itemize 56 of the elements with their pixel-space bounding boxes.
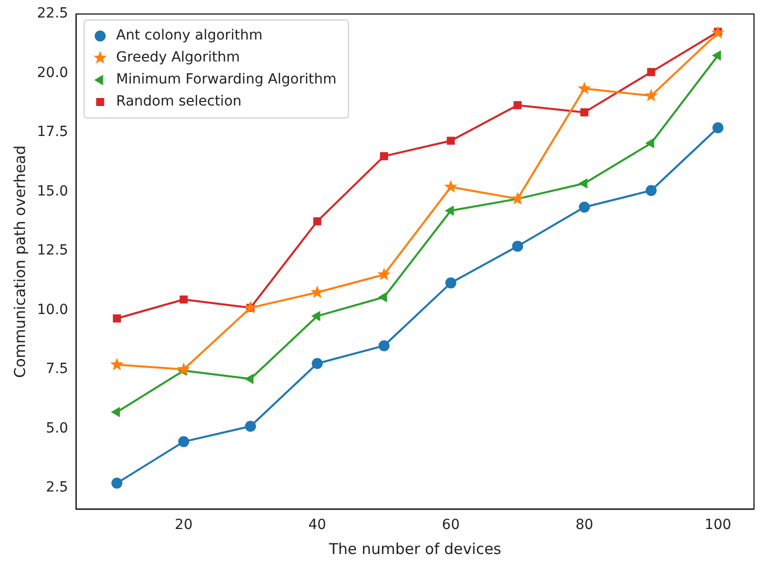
point [377,268,391,280]
legend-label: Random selection [116,94,242,110]
point [177,362,190,376]
y-tick-label: 15.0 [37,183,68,200]
point [446,136,455,145]
point [313,217,322,226]
point [712,50,721,60]
point [112,314,121,322]
point [178,436,190,448]
point [111,407,120,417]
point [644,88,658,102]
x-tick-label: 20 [174,517,193,534]
point [244,300,258,314]
point [444,180,458,193]
point [712,122,724,134]
point [312,358,323,369]
point [578,178,588,188]
point [310,285,324,298]
legend-label: Minimum Forwarding Algorithm [116,72,336,88]
point [244,420,256,432]
point [111,478,122,489]
x-tick-label: 60 [442,517,460,534]
point [578,82,592,94]
point [646,138,654,148]
point [512,240,524,252]
point [578,202,590,213]
point [514,101,522,110]
y-tick-label: 7.5 [46,361,68,378]
point [378,340,390,352]
x-tick-label: 100 [704,517,732,534]
x-tick-label: 80 [575,517,594,534]
legend-label: Greedy Algorithm [116,50,240,66]
point [378,292,388,302]
point [510,192,524,204]
point [445,206,454,216]
y-tick-label: 22.5 [37,6,68,22]
x-tick-label: 40 [308,517,326,534]
x-axis-title: The number of devices [328,540,502,558]
point [244,374,254,384]
point [647,68,656,76]
point [580,108,588,116]
point [445,277,456,288]
y-axis-title: Communication path overhead [10,145,29,378]
y-tick-label: 12.5 [37,242,68,259]
y-tick-label: 17.5 [37,124,68,140]
point [312,311,320,321]
y-tick-label: 2.5 [46,480,68,496]
point [380,152,388,160]
y-tick-label: 5.0 [46,420,68,436]
point [646,185,657,196]
point [180,295,188,304]
y-tick-label: 20.0 [37,64,68,81]
point [711,26,725,39]
point [110,358,124,370]
legend-label: Ant colony algorithm [116,28,262,44]
y-tick-label: 10.0 [37,302,68,318]
